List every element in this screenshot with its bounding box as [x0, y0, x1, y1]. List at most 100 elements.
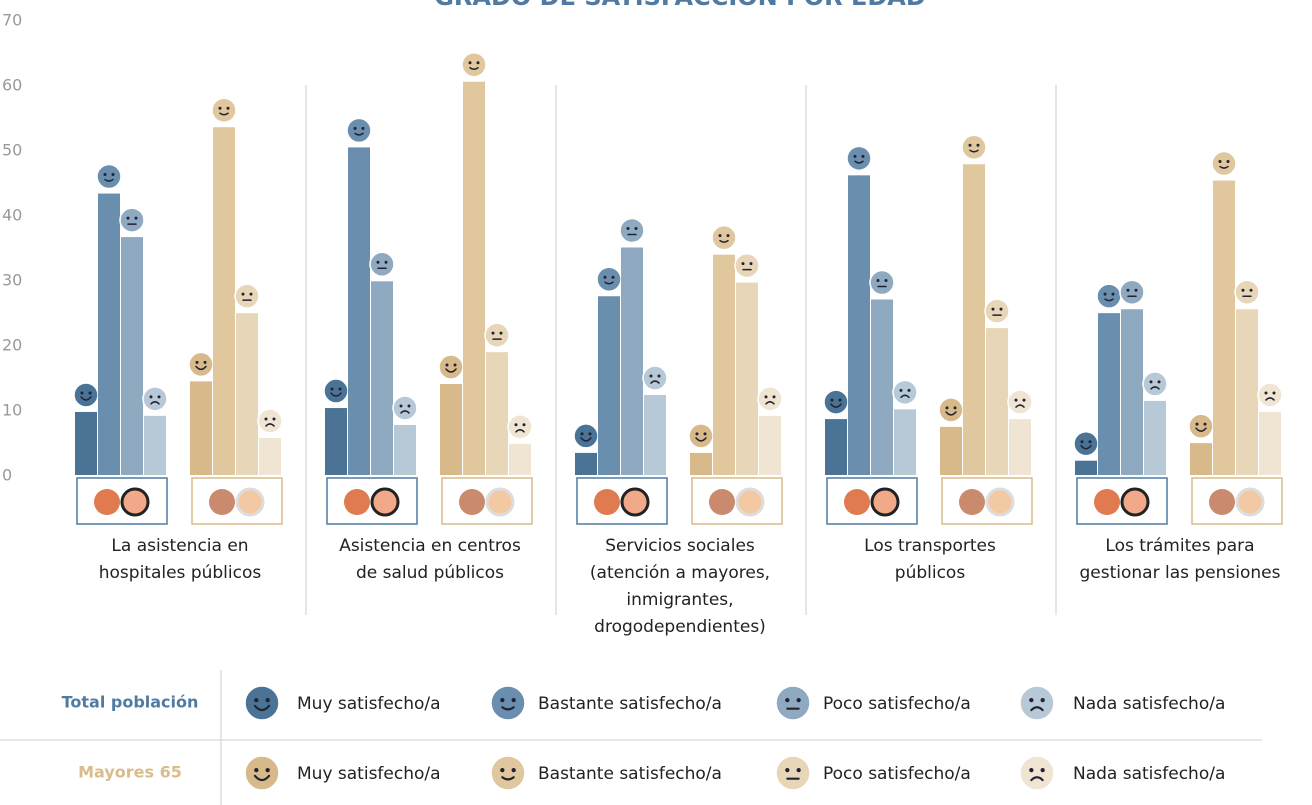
bar [509, 443, 531, 475]
eye [1040, 768, 1045, 773]
eye [80, 391, 84, 395]
face-icon [1007, 389, 1033, 415]
eye [718, 234, 722, 238]
person [709, 489, 735, 515]
eye [88, 391, 92, 395]
eye [953, 406, 957, 410]
person [1209, 489, 1235, 515]
mouth [695, 437, 707, 442]
person [594, 489, 620, 515]
face-icon [573, 423, 599, 449]
mouth [445, 368, 457, 373]
bar [940, 426, 962, 475]
eye [522, 423, 526, 427]
face-icon [775, 755, 811, 791]
mouth [1015, 404, 1025, 408]
eye [588, 432, 592, 436]
eye [264, 417, 268, 421]
face [392, 395, 418, 421]
face-icon [323, 378, 349, 404]
face-icon [775, 685, 811, 721]
face [1019, 685, 1055, 721]
y-tick-label: 20 [2, 336, 22, 355]
bar [213, 127, 235, 475]
mouth [400, 410, 410, 414]
eye [500, 698, 505, 703]
category-label-line: Los transportes [864, 536, 996, 556]
legend-label: Bastante satisfecho/a [538, 764, 722, 784]
face-icon [1234, 279, 1260, 305]
eye [999, 307, 1003, 311]
eye [272, 417, 276, 421]
face-icon [1257, 382, 1283, 408]
legend-group-label: Total población [62, 693, 199, 712]
face [734, 252, 760, 279]
mouth [900, 394, 910, 399]
face [775, 755, 811, 791]
face [323, 378, 349, 404]
bar [894, 409, 916, 475]
category-label: Los trámites para gestionar las pensiones [1080, 536, 1281, 583]
person [844, 489, 870, 515]
eye [1226, 160, 1230, 164]
face [461, 52, 487, 78]
legend-label: Bastante satisfecho/a [538, 694, 722, 714]
mouth [604, 281, 614, 285]
mouth [1104, 298, 1114, 302]
y-tick-label: 30 [2, 271, 22, 290]
eye [157, 395, 161, 399]
face-icon [619, 217, 645, 244]
eye [445, 363, 449, 367]
eye [1272, 391, 1276, 395]
eye [407, 404, 411, 408]
face-icon [823, 389, 849, 415]
bar [621, 247, 643, 475]
face [142, 386, 168, 412]
mouth [104, 178, 114, 182]
person [459, 489, 485, 515]
mouth [854, 160, 864, 164]
eye [511, 768, 516, 773]
category-label-line: Servicios sociales [605, 536, 755, 556]
bar [644, 395, 666, 475]
mouth [719, 239, 729, 243]
mouth [253, 774, 271, 782]
face [188, 351, 214, 378]
mouth [195, 365, 207, 371]
person [1235, 487, 1265, 517]
eye [968, 143, 972, 147]
eye [476, 61, 480, 65]
bar [1213, 180, 1235, 476]
person [959, 489, 985, 515]
face [490, 685, 526, 721]
eye [1264, 391, 1268, 395]
category-label-line: La asistencia en [111, 536, 248, 556]
bar [371, 281, 393, 475]
mouth [1219, 165, 1229, 169]
face [257, 408, 283, 434]
eye [703, 432, 707, 436]
bar [848, 175, 870, 475]
face-icon [938, 397, 964, 423]
bar [963, 164, 985, 476]
eye [241, 292, 245, 296]
y-tick-label: 60 [2, 76, 22, 95]
people-box [441, 477, 533, 525]
face-icon [73, 382, 99, 408]
eye [1195, 422, 1199, 426]
people-box [326, 477, 418, 525]
face-icon [438, 354, 464, 380]
eye [330, 387, 334, 391]
face [490, 755, 526, 791]
bar [348, 147, 370, 475]
eye [907, 388, 911, 392]
face-icon [1019, 755, 1055, 791]
mouth [1195, 427, 1207, 432]
person [870, 487, 900, 517]
mouth [219, 112, 229, 116]
eye [499, 331, 503, 335]
bar [486, 352, 508, 475]
eye [749, 262, 753, 266]
y-tick-label: 50 [2, 141, 22, 160]
